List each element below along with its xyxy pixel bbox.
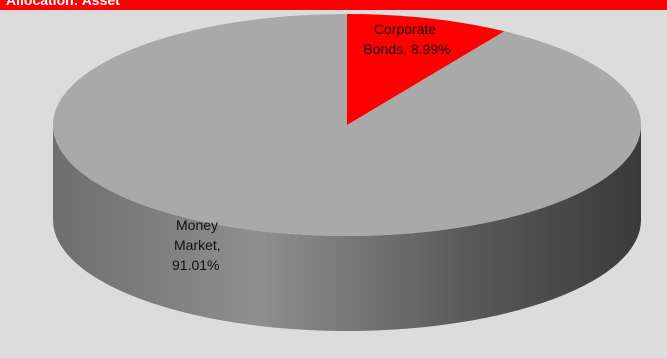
- pie-side-wall: [53, 125, 641, 331]
- label-corporate-bonds: Corporate Bonds, 8.99%: [363, 21, 450, 57]
- pie-chart: Corporate Bonds, 8.99% Money Market, 91.…: [52, 14, 641, 331]
- header-bar: Allocation: Asset: [0, 0, 667, 10]
- pie-slice-corporate-bonds: [347, 14, 505, 125]
- label-money-market: Money Market, 91.01%: [172, 217, 225, 273]
- chart-area: Corporate Bonds, 8.99% Money Market, 91.…: [6, 14, 660, 352]
- pie-slice-money-market: [52, 14, 641, 236]
- chart-header-title: Allocation: Asset: [6, 0, 120, 8]
